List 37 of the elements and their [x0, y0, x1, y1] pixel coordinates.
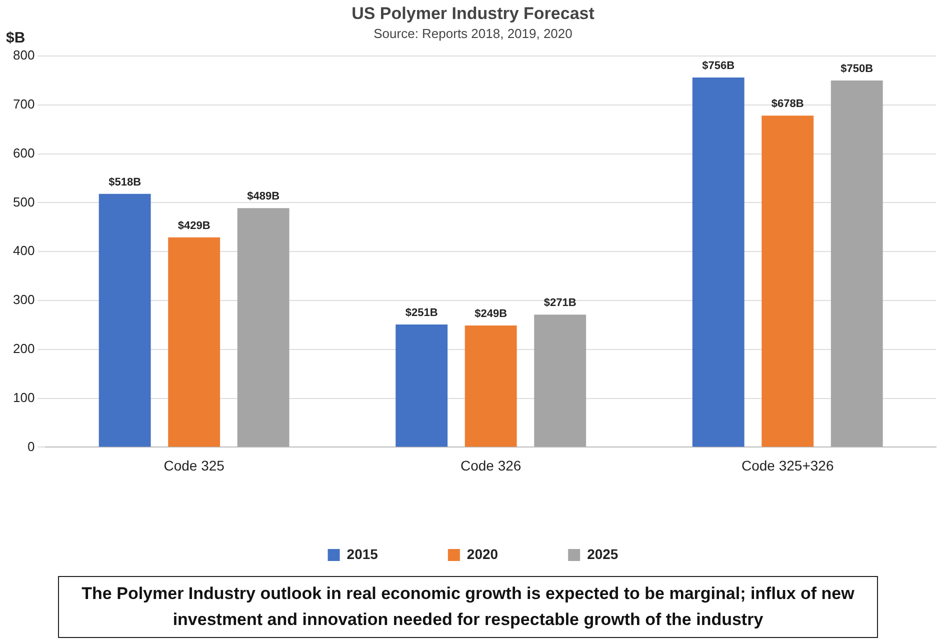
- data-label: $249B: [474, 308, 508, 320]
- x-tick-label: Code 326: [460, 457, 522, 474]
- legend-label: 2015: [346, 546, 378, 562]
- y-tick-label: 700: [12, 96, 35, 112]
- data-label: $251B: [405, 306, 438, 319]
- data-label: $750B: [840, 62, 874, 75]
- bar: [692, 78, 744, 447]
- y-tick-label: 300: [12, 292, 35, 308]
- bar: [534, 314, 586, 447]
- data-label: $756B: [702, 60, 735, 72]
- data-label: $678B: [771, 98, 804, 110]
- y-tick-label: 0: [27, 438, 35, 454]
- bar: [237, 208, 290, 447]
- bar: [396, 324, 448, 447]
- bar: [830, 80, 883, 447]
- data-label: $429B: [178, 220, 210, 232]
- x-tick-label: Code 325+326: [741, 457, 834, 474]
- y-tick-label: 600: [12, 145, 35, 160]
- y-tick-label: 200: [12, 340, 35, 356]
- y-axis-title: $B: [6, 30, 26, 47]
- bar: [168, 237, 220, 447]
- data-label: $271B: [544, 297, 576, 310]
- y-tick-label: 500: [12, 194, 35, 210]
- legend-label: 2025: [587, 546, 618, 562]
- bar: [98, 194, 151, 447]
- bar: [464, 325, 517, 447]
- data-label: $518B: [108, 176, 142, 188]
- data-label: $489B: [247, 190, 280, 203]
- bar: [762, 116, 814, 447]
- x-tick-label: Code 325: [164, 457, 225, 474]
- chart-subtitle: Source: Reports 2018, 2019, 2020: [374, 26, 572, 41]
- y-tick-label: 800: [12, 48, 35, 63]
- text: The Polymer Industry outlook in real economic growth is expected to be marginal; influx of new investment and innovation needed for respectable growth of the industry: [58, 576, 878, 638]
- y-tick-label: 100: [12, 390, 35, 405]
- chart-title: US Polymer Industry Forecast: [352, 4, 595, 23]
- y-tick-label: 400: [12, 243, 35, 258]
- legend-label: 2020: [466, 546, 498, 562]
